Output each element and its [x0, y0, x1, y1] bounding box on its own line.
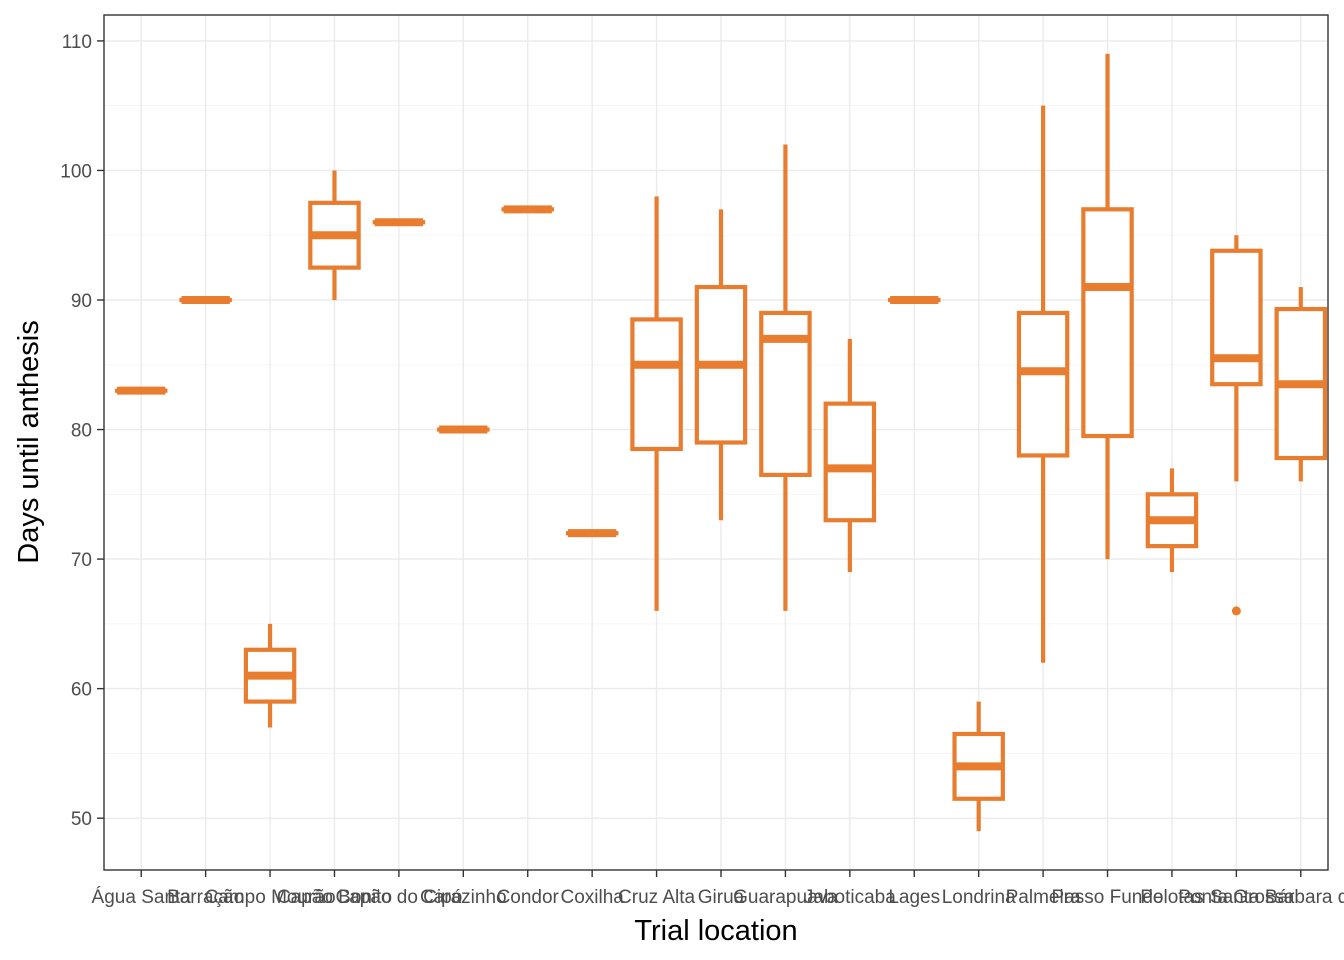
plot-panel-border	[103, 14, 1329, 871]
y-axis: 50 60 70 80 90 100 110	[60, 32, 104, 830]
box-series	[114, 53, 1328, 832]
box-rect	[823, 401, 877, 523]
box-18	[1210, 235, 1263, 616]
x-tick-label: Lages	[888, 887, 940, 908]
x-tick-label: Capão Bonito	[277, 887, 392, 908]
box-19	[1274, 287, 1328, 482]
x-tick-label: Condor	[497, 887, 560, 908]
x-tick-label: Carazinho	[420, 887, 507, 908]
box-rect	[1081, 207, 1134, 439]
box-9	[630, 196, 683, 611]
x-tick-label: Coxilha	[560, 887, 624, 908]
x-tick-label: Ponta Grossa	[1178, 887, 1295, 908]
y-tick-label: 110	[62, 32, 92, 53]
y-axis-title: Days until anthesis	[13, 320, 45, 563]
y-tick-label: 60	[71, 680, 92, 701]
box-17	[1145, 468, 1199, 573]
box-12	[823, 338, 877, 573]
y-tick-label: 90	[71, 291, 92, 312]
x-tick-label: Jaboticaba	[804, 887, 896, 908]
y-tick-label: 80	[71, 421, 92, 442]
box-rect	[1016, 310, 1070, 458]
box-rect	[630, 317, 683, 452]
x-tick-label: Cruz Alta	[618, 887, 696, 908]
y-tick-label: 100	[60, 161, 92, 182]
outlier-point	[1231, 606, 1241, 616]
x-axis-title: Trial location	[634, 915, 797, 947]
x-tick-label: Capão do Cipó	[336, 887, 463, 908]
x-tick-label: Campo Mourão	[205, 887, 336, 908]
x-tick-label: Passo Fundo	[1052, 887, 1164, 908]
x-tick-label: Girua	[698, 887, 745, 908]
box-14	[952, 701, 1005, 832]
x-tick-label: Pelotas	[1140, 887, 1203, 908]
x-tick-label: Santa Bárbara do Sul	[1210, 887, 1344, 908]
box-15	[1016, 105, 1070, 663]
x-tick-label: Guarapuava	[733, 887, 838, 908]
x-tick-label: Londrina	[942, 887, 1016, 908]
y-tick-label: 50	[71, 809, 92, 830]
box-3	[243, 623, 297, 728]
box-4	[308, 170, 361, 300]
box-10	[694, 209, 748, 521]
box-rect	[1210, 248, 1263, 387]
x-tick-label: Água Santa	[92, 887, 192, 908]
x-tick-label: Palmeira	[1006, 887, 1081, 908]
box-16	[1081, 53, 1134, 560]
x-tick-label: Barração	[167, 887, 244, 908]
box-11	[759, 144, 812, 611]
y-tick-label: 70	[71, 550, 92, 571]
